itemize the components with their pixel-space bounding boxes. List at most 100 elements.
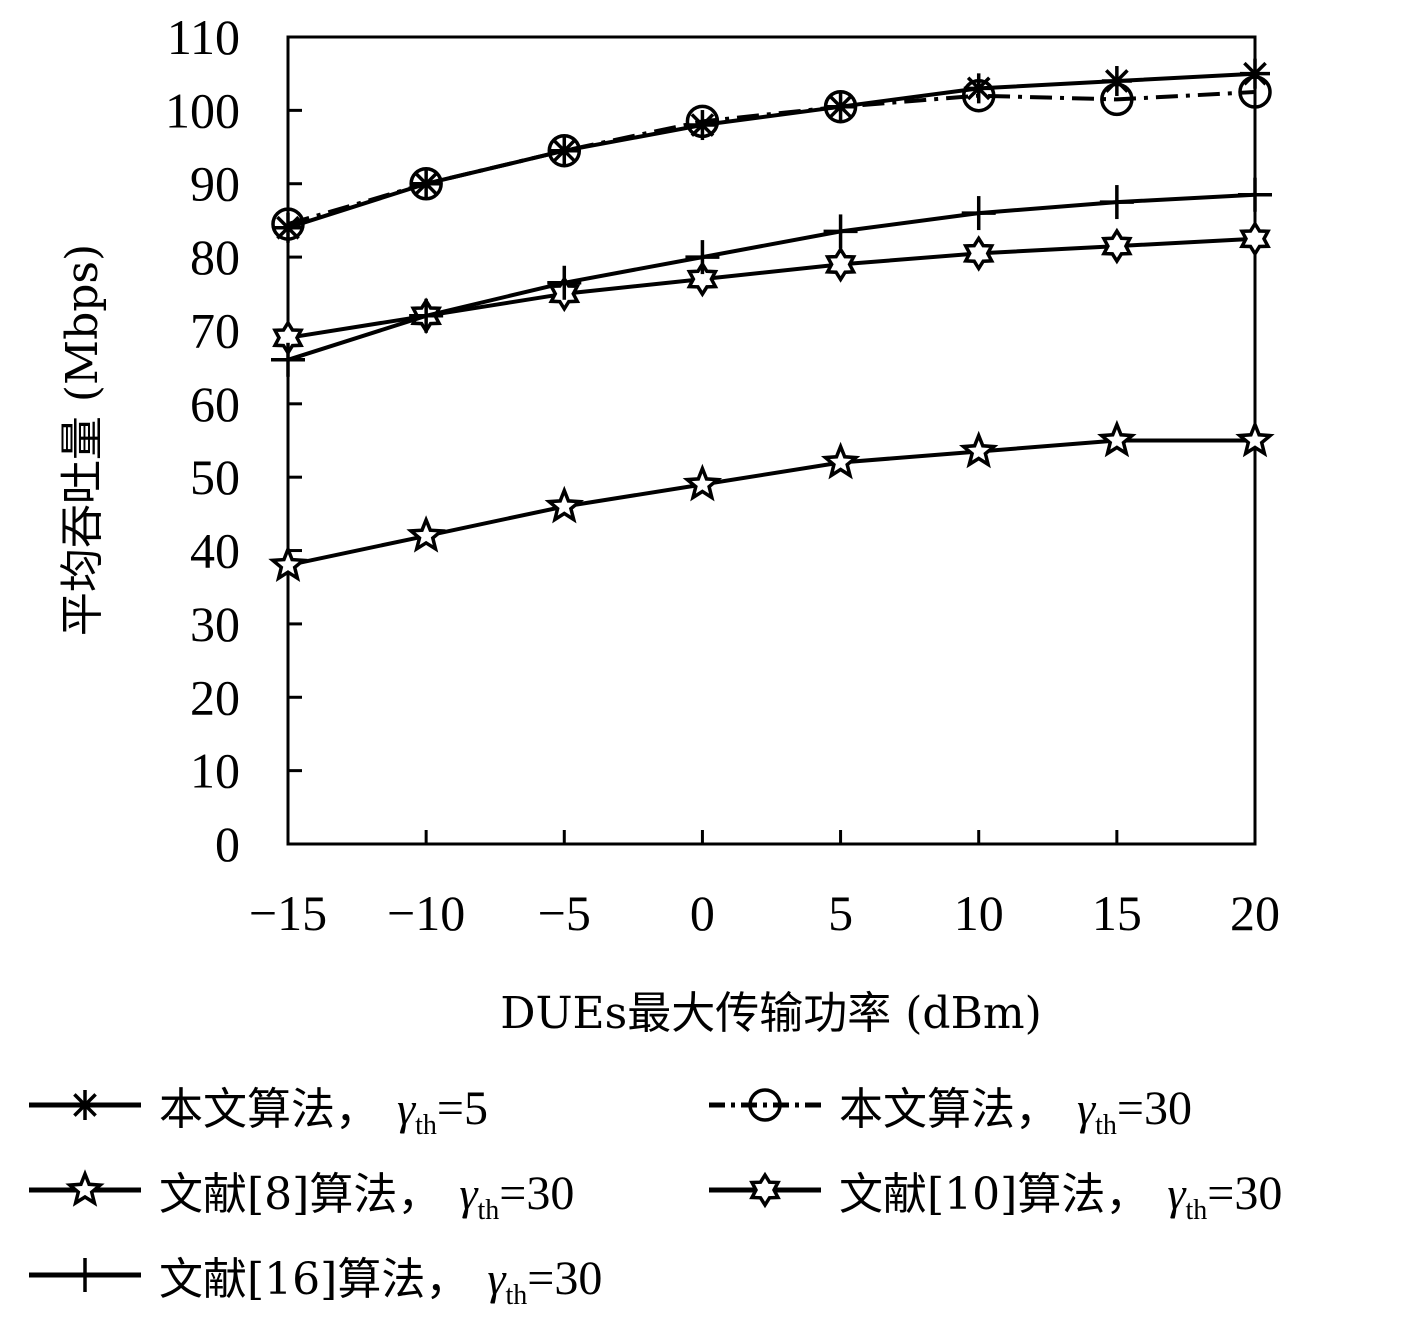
y-tick-label: 50: [190, 449, 240, 505]
data-point: [1100, 82, 1134, 117]
data-point: [547, 265, 582, 300]
data-point: [406, 515, 446, 553]
data-point: [820, 441, 861, 480]
series-line: [287, 90, 1256, 227]
legend-item-series-3: 文献[8]算法， γth=30: [25, 1155, 575, 1226]
data-point: [268, 544, 308, 583]
marker-asterisk: [70, 1090, 100, 1120]
x-tick-label: 20: [1230, 885, 1280, 941]
legend-label: 本文算法， γth=5: [159, 1073, 488, 1141]
data-point: [1238, 75, 1272, 109]
y-tick-label: 70: [190, 302, 240, 358]
gamma-symbol: γ: [397, 1083, 416, 1134]
y-tick-label: 40: [190, 523, 240, 579]
legend-label: 本文算法， γth=30: [839, 1073, 1192, 1141]
data-point: [271, 207, 305, 241]
legend-label: 文献[8]算法， γth=30: [159, 1158, 575, 1226]
data-point: [824, 246, 857, 283]
gamma-value: 5: [464, 1082, 488, 1135]
data-point: [547, 133, 582, 168]
series-line: [287, 71, 1256, 230]
marker-star: [65, 1169, 105, 1207]
series-layer: [268, 58, 1275, 583]
legend-item-series-5: 文献[16]算法， γth=30: [25, 1240, 603, 1311]
data-point: [961, 78, 996, 113]
gamma-subscript: th: [505, 1280, 528, 1311]
y-tick-label: 80: [190, 229, 240, 285]
y-tick-label: 10: [190, 743, 240, 799]
data-point: [823, 214, 858, 249]
gamma-symbol: γ: [487, 1253, 506, 1304]
equals-sign: =: [436, 1082, 464, 1135]
x-tick-label: −10: [387, 885, 465, 941]
y-tick-label: 30: [190, 596, 240, 652]
legend-swatch-star: [29, 1169, 141, 1207]
data-point: [1240, 58, 1270, 89]
data-point: [1235, 419, 1275, 458]
data-point: [823, 89, 858, 124]
y-axis-ticks: 0 10 20 30 40 50 60 70 80 90 100 110: [165, 9, 302, 872]
gamma-subscript: th: [1185, 1195, 1208, 1226]
data-point: [686, 260, 719, 298]
gamma-symbol: γ: [1167, 1168, 1186, 1219]
data-point: [961, 196, 996, 231]
equals-sign: =: [499, 1167, 527, 1220]
series-2: [271, 75, 1272, 241]
legend-swatch-plus: [29, 1258, 141, 1292]
data-point: [682, 463, 723, 502]
equals-sign: =: [1207, 1167, 1235, 1220]
legend-series-name: 文献[8]算法，: [159, 1169, 442, 1220]
marker-plus: [68, 1258, 102, 1292]
x-axis-ticks: −15 −10 −5 0 5 10 15 20: [249, 830, 1280, 941]
marker-circle: [748, 1088, 782, 1122]
y-tick-label: 90: [190, 156, 240, 212]
equals-sign: =: [527, 1252, 555, 1305]
gamma-subscript: th: [1095, 1110, 1117, 1141]
legend-item-series-2: 本文算法， γth=30: [705, 1070, 1192, 1141]
data-point: [1239, 220, 1271, 258]
legend-item-series-1: 本文算法， γth=5: [25, 1070, 488, 1141]
equals-sign: =: [1116, 1082, 1144, 1135]
legend-swatch-hexagram: [709, 1171, 821, 1209]
data-point: [409, 298, 444, 333]
data-point: [959, 430, 999, 469]
legend-label: 文献[16]算法， γth=30: [159, 1243, 603, 1311]
legend-label: 文献[10]算法， γth=30: [839, 1158, 1283, 1226]
gamma-value: 30: [526, 1167, 575, 1220]
data-point: [1097, 419, 1137, 458]
data-point: [1099, 185, 1134, 220]
series-5: [271, 177, 1272, 377]
series-3: [268, 419, 1275, 583]
data-point: [1101, 66, 1132, 97]
y-tick-label: 20: [190, 669, 240, 725]
data-point: [963, 73, 994, 104]
legend-series-name: 本文算法，: [839, 1084, 1059, 1135]
x-axis-label: DUEs最大传输功率 (dBm): [500, 988, 1042, 1039]
legend-swatch-asterisk: [29, 1090, 141, 1120]
data-point: [685, 104, 720, 139]
line-chart: 0 10 20 30 40 50 60 70 80 90 100 110 −15 −10 −5 0 5 10 15…: [57, 9, 1280, 1039]
gamma-subscript: th: [415, 1110, 437, 1141]
y-tick-label: 110: [167, 9, 240, 65]
legend: 本文算法， γth=5 本文算法， γth=30 文献[8]算法， γth=30 文献…: [0, 1060, 1417, 1311]
gamma-value: 30: [554, 1252, 603, 1305]
data-point: [1101, 227, 1133, 265]
y-axis-label: 平均吞吐量 (Mbps): [57, 244, 108, 636]
x-tick-label: 5: [828, 885, 853, 941]
gamma-value: 30: [1144, 1082, 1192, 1135]
data-point: [1238, 177, 1272, 212]
legend-series-name: 文献[10]算法，: [839, 1169, 1150, 1220]
data-point: [962, 235, 995, 272]
gamma-value: 30: [1234, 1167, 1283, 1220]
data-point: [685, 240, 720, 275]
y-tick-label: 60: [190, 376, 240, 432]
series-line: [287, 438, 1255, 568]
data-point: [271, 342, 305, 377]
x-tick-label: 15: [1092, 885, 1142, 941]
legend-series-name: 文献[16]算法，: [159, 1254, 470, 1305]
y-tick-label: 0: [215, 816, 240, 872]
gamma-symbol: γ: [1077, 1083, 1096, 1134]
series-line: [287, 192, 1256, 362]
legend-series-name: 本文算法，: [159, 1084, 379, 1135]
x-tick-label: −5: [538, 885, 591, 941]
